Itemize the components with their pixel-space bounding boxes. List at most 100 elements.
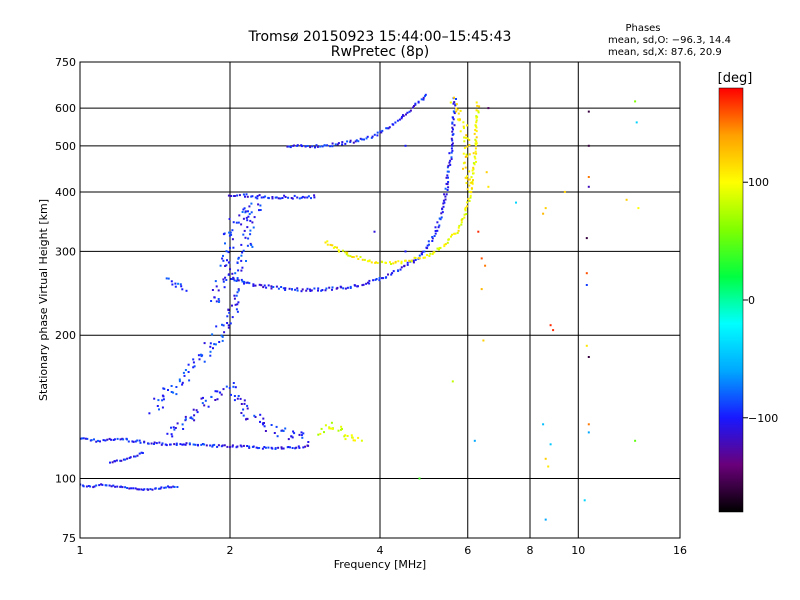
echo-point (426, 254, 429, 256)
echo-point (634, 100, 637, 103)
echo-point (185, 289, 188, 292)
echo-point (563, 190, 566, 193)
echo-point (450, 235, 452, 238)
echo-point (381, 129, 384, 132)
echo-point (424, 95, 426, 98)
echo-point (449, 163, 452, 166)
echo-point (368, 260, 371, 263)
echo-point (439, 246, 442, 249)
echo-point (181, 423, 184, 426)
echo-point (444, 198, 447, 201)
echo-point (226, 445, 229, 448)
echo-point (357, 140, 360, 143)
echo-point (211, 444, 214, 447)
echo-point (192, 366, 195, 369)
echo-point (217, 444, 220, 447)
echo-point (271, 197, 274, 200)
echo-point (184, 418, 187, 421)
echo-point (448, 161, 451, 164)
echo-point (359, 256, 362, 258)
echo-point (157, 487, 160, 490)
y-axis-label: Stationary phase Virtual Height [km] (37, 199, 50, 401)
echo-point (227, 261, 230, 264)
echo-point (477, 110, 480, 113)
echo-point (349, 287, 352, 289)
echo-point (167, 389, 169, 391)
echo-point (226, 259, 228, 262)
echo-point (264, 195, 267, 198)
echo-point (297, 445, 300, 448)
echo-point (475, 142, 478, 145)
echo-point (330, 427, 332, 430)
echo-point (463, 146, 466, 149)
echo-point (474, 147, 477, 150)
echo-point (341, 141, 344, 144)
echo-point (434, 226, 437, 229)
echo-point (293, 432, 296, 435)
echo-point (87, 485, 90, 487)
echo-point (209, 342, 212, 345)
echo-point (405, 113, 407, 116)
echo-point (446, 166, 449, 169)
echo-point (337, 429, 340, 432)
echo-point (242, 208, 245, 211)
echo-point (350, 434, 353, 437)
echo-point (368, 282, 371, 285)
echo-point (472, 168, 475, 171)
echo-point (201, 443, 204, 445)
echo-point (243, 402, 246, 405)
echo-point (215, 325, 218, 328)
echo-point (275, 425, 278, 428)
echo-point (470, 187, 473, 190)
echo-point (284, 289, 287, 291)
echo-point (275, 285, 278, 288)
echo-point (468, 190, 471, 193)
echo-point (436, 221, 439, 224)
echo-point (241, 211, 244, 213)
echo-point (169, 443, 172, 446)
echo-point (242, 408, 245, 411)
echo-point (468, 144, 471, 146)
echo-point (303, 196, 306, 199)
echo-point (637, 207, 640, 210)
echo-point (261, 447, 264, 450)
echo-point (80, 437, 82, 440)
echo-point (220, 393, 223, 396)
echo-point (470, 181, 473, 184)
echo-point (552, 329, 555, 332)
echo-point (173, 486, 176, 488)
echo-point (347, 254, 350, 257)
echo-point (453, 101, 456, 104)
echo-point (400, 260, 403, 263)
echo-point (324, 289, 327, 292)
echo-point (307, 444, 310, 447)
echo-point (381, 261, 384, 264)
echo-point (108, 484, 111, 487)
echo-point (153, 443, 155, 445)
echo-point (515, 201, 517, 204)
x-tick-label: 6 (464, 544, 471, 557)
echo-point (464, 166, 467, 169)
echo-point (469, 194, 472, 197)
echo-point (230, 195, 233, 197)
echo-point (236, 445, 239, 448)
echo-point (124, 458, 127, 461)
echo-point (237, 395, 240, 397)
echo-point (336, 286, 339, 289)
echo-point (243, 282, 245, 285)
echo-point (474, 138, 477, 141)
echo-point (434, 232, 437, 235)
echo-point (443, 201, 446, 204)
echo-point (270, 287, 273, 290)
echo-point (447, 164, 450, 167)
echo-point (453, 124, 456, 127)
echo-point (587, 423, 590, 426)
echo-point (188, 379, 191, 382)
echo-point (388, 126, 391, 129)
echo-point (230, 233, 233, 236)
echo-point (246, 404, 249, 407)
echo-point (475, 144, 477, 147)
echo-point (138, 452, 141, 455)
echo-point (109, 461, 111, 464)
echo-point (216, 445, 219, 448)
